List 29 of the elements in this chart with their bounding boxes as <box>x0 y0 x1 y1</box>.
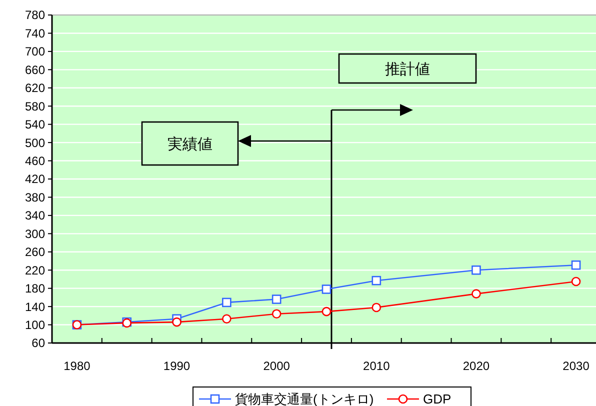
y-tick-label: 180 <box>24 282 46 296</box>
y-tick-label: 540 <box>24 118 46 132</box>
y-tick-label: 420 <box>24 172 46 186</box>
x-tick-label: 1980 <box>64 359 91 373</box>
y-tick-label: 260 <box>24 245 46 260</box>
legend-label: GDP <box>423 392 452 406</box>
legend-label: 貨物車交通量(トンキロ) <box>235 392 374 406</box>
y-tick-label: 620 <box>24 81 46 96</box>
y-tick-label: 660 <box>24 62 46 77</box>
x-tick-label: 2030 <box>562 359 590 373</box>
annotation: 実績値 <box>168 136 212 153</box>
y-tick-label: 740 <box>24 26 46 40</box>
x-tick-label: 2000 <box>263 359 290 373</box>
y-tick-label: 60 <box>32 336 46 350</box>
y-tick-label: 340 <box>24 208 46 223</box>
y-tick-label: 140 <box>24 300 46 314</box>
y-tick-label: 780 <box>24 8 46 22</box>
y-tick-label: 580 <box>24 99 46 114</box>
y-tick-label: 380 <box>24 190 46 204</box>
y-tick-label: 460 <box>24 154 46 168</box>
y-tick-label: 100 <box>24 318 46 332</box>
x-tick-label: 1990 <box>163 359 190 373</box>
x-tick-label: 2020 <box>462 359 490 373</box>
y-tick-label: 500 <box>24 136 46 150</box>
y-tick-label: 220 <box>24 263 46 278</box>
annotation: 推計値 <box>385 60 430 78</box>
y-tick-label: 300 <box>24 226 46 241</box>
x-tick-label: 2010 <box>363 359 390 373</box>
y-tick-label: 700 <box>24 44 46 59</box>
